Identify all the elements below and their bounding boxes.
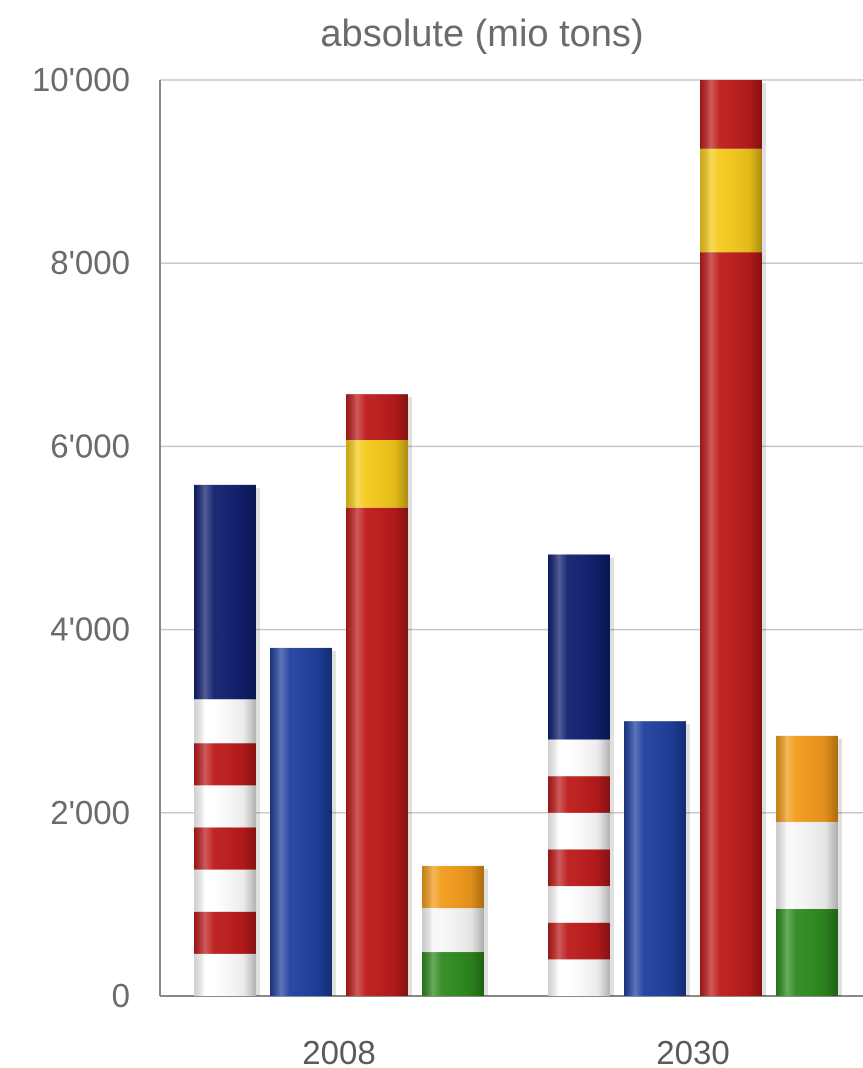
bar-gloss — [700, 80, 762, 996]
bar-gloss — [624, 721, 686, 996]
y-tick-label: 4'000 — [50, 611, 130, 648]
bar-gloss — [548, 554, 610, 996]
x-tick-label: 2008 — [302, 1034, 375, 1068]
india-bar-2030 — [776, 735, 842, 996]
eu-bar-2008 — [270, 647, 336, 996]
y-tick-label: 8'000 — [50, 244, 130, 281]
y-tick-label: 0 — [112, 977, 130, 1014]
bar-gloss — [422, 865, 484, 996]
eu-bar-2030 — [624, 721, 690, 996]
india-bar-2008 — [422, 865, 488, 996]
us-bar-2008 — [194, 484, 260, 996]
bar-gloss — [776, 735, 838, 996]
bars — [194, 80, 842, 996]
y-tick-label: 6'000 — [50, 427, 130, 464]
chart-title: absolute (mio tons) — [320, 13, 643, 55]
bar-gloss — [270, 647, 332, 996]
x-axis-labels: 2008 2030 — [302, 1034, 729, 1068]
bar-gloss — [194, 484, 256, 996]
bar-gloss — [346, 394, 408, 996]
china-bar-2008 — [346, 394, 412, 996]
us-bar-2030 — [548, 554, 614, 996]
china-bar-2030 — [700, 80, 766, 996]
y-tick-label: 2'000 — [50, 794, 130, 831]
x-tick-label: 2030 — [656, 1034, 729, 1068]
y-tick-label: 10'000 — [32, 61, 130, 98]
